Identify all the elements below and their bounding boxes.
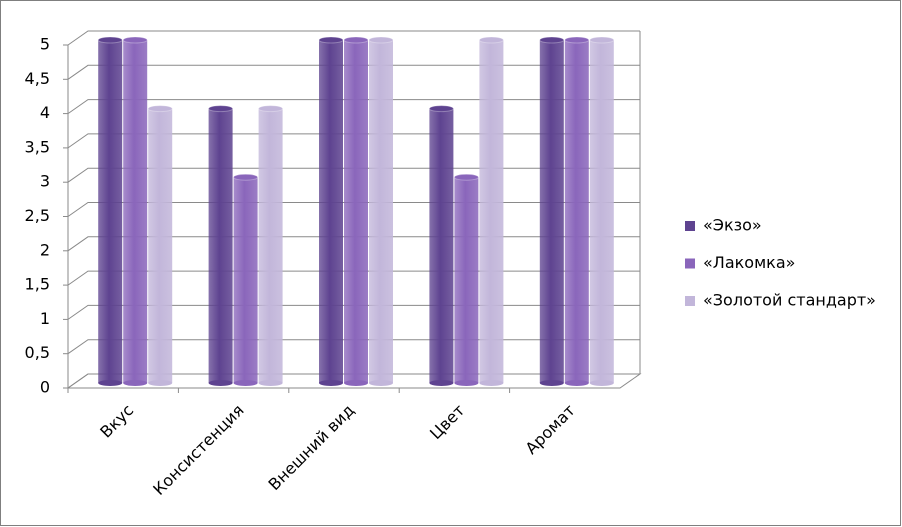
bar-base — [479, 380, 504, 386]
bar — [479, 40, 504, 383]
bar-top — [453, 173, 479, 181]
bar — [589, 40, 614, 383]
bar-top — [343, 36, 369, 44]
bar — [123, 40, 148, 383]
legend-swatch — [685, 296, 695, 306]
grid-line — [67, 30, 640, 46]
bar-base — [258, 380, 283, 386]
bar-base — [454, 380, 479, 386]
grid-line — [67, 64, 640, 80]
bar-top — [478, 36, 504, 44]
bar-base — [148, 380, 173, 386]
bar — [369, 40, 393, 383]
bar-base — [369, 380, 393, 386]
bar — [539, 40, 564, 383]
y-tick-label: 2 — [40, 240, 50, 259]
bar-top — [539, 36, 565, 44]
y-tick-label: 3 — [40, 172, 50, 191]
legend-label: «Лакомка» — [703, 253, 795, 272]
bar-top — [208, 105, 234, 113]
legend-swatch — [685, 258, 695, 269]
bar — [258, 108, 283, 383]
bar-top — [97, 36, 123, 44]
bar — [148, 108, 173, 383]
grid-line — [67, 167, 640, 183]
y-tick-label: 1 — [40, 309, 50, 328]
y-tick-label: 3,5 — [25, 137, 50, 156]
bar — [98, 40, 123, 383]
bar-top — [428, 105, 454, 113]
bar-top — [564, 36, 590, 44]
grid-line — [67, 99, 640, 115]
grid-line — [67, 133, 640, 149]
bar-base — [98, 380, 123, 386]
bar-top — [233, 173, 259, 181]
bar-base — [344, 380, 368, 386]
bar-top — [368, 36, 394, 44]
y-tick-label: 5 — [40, 35, 50, 54]
bar — [344, 40, 368, 383]
bar — [454, 177, 479, 383]
bar-base — [589, 380, 614, 386]
y-tick-label: 2,5 — [25, 206, 50, 225]
y-tick-label: 1,5 — [25, 275, 50, 294]
bar-base — [429, 380, 454, 386]
bar — [319, 40, 343, 383]
bar — [233, 177, 258, 383]
y-tick-label: 4,5 — [25, 69, 50, 88]
bar-top — [122, 36, 148, 44]
bar — [564, 40, 589, 383]
bar-base — [123, 380, 148, 386]
bar — [208, 108, 233, 383]
bar-base — [233, 380, 258, 386]
bar-top — [318, 36, 344, 44]
legend-label: «Экзо» — [703, 216, 762, 235]
y-tick-label: 4 — [40, 103, 50, 122]
bar-top — [258, 105, 284, 113]
y-tick-label: 0 — [40, 378, 50, 397]
bar — [429, 108, 454, 383]
legend-swatch — [685, 221, 695, 231]
bar-base — [564, 380, 589, 386]
bar-top — [147, 105, 173, 113]
bar-base — [319, 380, 343, 386]
legend-label: «Золотой стандарт» — [703, 291, 876, 310]
bar-base — [539, 380, 564, 386]
bar-base — [208, 380, 233, 386]
bar-top — [589, 36, 615, 44]
y-tick-label: 0,5 — [25, 343, 50, 362]
